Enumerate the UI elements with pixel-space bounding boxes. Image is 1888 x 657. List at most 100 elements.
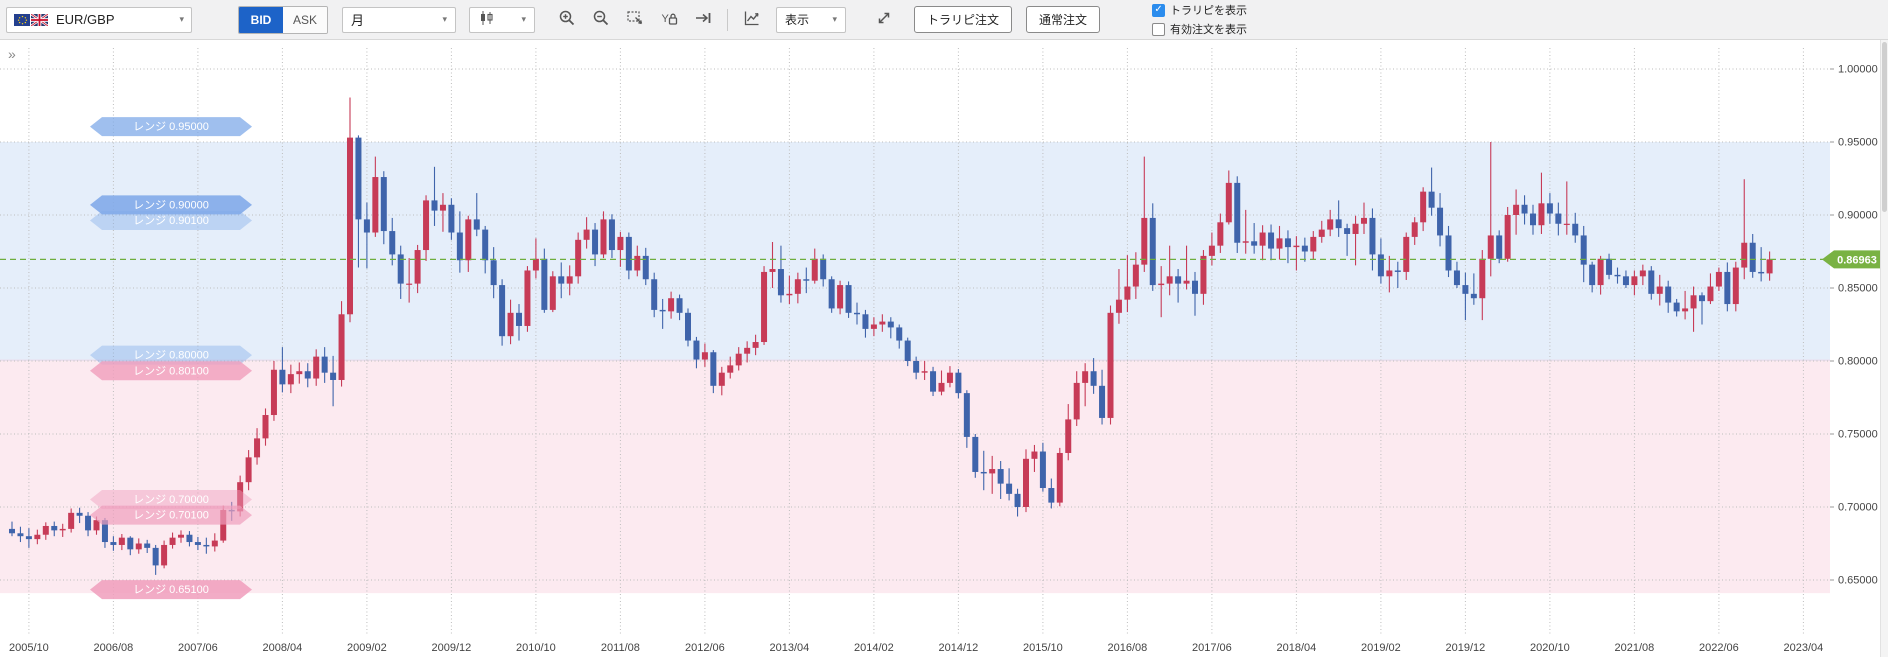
candle [118,537,125,545]
candle [566,276,573,284]
range-tag[interactable]: レンジ 0.70100 [90,505,252,525]
scrollbar-thumb[interactable] [1882,42,1887,212]
bid-ask-toggle: BID ASK [238,5,328,34]
range-tag-shape [90,505,252,525]
bid-button[interactable]: BID [239,6,283,33]
candles-layer [9,97,1773,575]
price-chart[interactable]: 1.00000 0.95000 0.90000 0.85000 0.80000 0.750… [0,40,1888,657]
range-tag[interactable]: レンジ 0.90100 [90,211,252,231]
zoom-in-icon [558,9,576,30]
candle [845,285,852,313]
y-axis-label: 0.65000 [1838,575,1878,587]
candle [1732,267,1739,305]
range-tag[interactable]: レンジ 0.70000 [90,490,252,510]
x-axis-label: 2018/04 [1277,642,1317,654]
candle [186,534,193,543]
candle [1073,382,1080,420]
display-menu[interactable]: 表示 ▾ [776,6,846,33]
show-toraripi-checkbox[interactable]: ✓ トラリピを表示 [1152,2,1247,18]
x-axis-label: 2016/08 [1108,642,1148,654]
candle [313,356,320,379]
candle [1361,217,1367,224]
candle [625,236,632,271]
candle [524,270,531,326]
ask-button[interactable]: ASK [283,6,327,33]
candle [237,482,244,512]
candle [34,534,41,540]
y-axis-lock-button[interactable]: Y [653,7,685,33]
candle [220,509,227,541]
candle [304,371,311,379]
currency-pair-selector[interactable]: EUR/GBP ▾ [6,6,192,33]
candle [854,312,860,315]
candle [989,469,996,474]
current-price-tag [1822,250,1880,269]
candle [1327,219,1334,230]
range-tag[interactable]: レンジ 0.90000 [90,195,252,215]
candle [1707,286,1714,302]
candle [431,200,438,211]
indicator-button[interactable] [736,7,768,33]
y-axis-label: 0.90000 [1838,210,1878,222]
candle [659,309,666,312]
chart-type-select[interactable]: ▾ [469,6,535,33]
candle [1606,258,1613,275]
range-tags: レンジ 0.95000 レンジ 0.90000 レンジ 0.90100 レンジ 0.8… [90,117,252,600]
chevron-down-icon: ▾ [832,14,837,24]
range-tag-shape [90,490,252,510]
range-tag-label: レンジ 0.90100 [133,215,209,227]
candle [1749,242,1756,272]
x-axis-label: 2011/08 [601,642,640,654]
candle [1124,286,1131,300]
checkbox-unchecked-icon [1152,22,1166,36]
candle [938,382,945,392]
show-active-orders-checkbox[interactable]: 有効注文を表示 [1152,21,1247,37]
eu-flag-icon [14,13,31,26]
candle [862,314,869,329]
candle [896,327,903,341]
range-tag[interactable]: レンジ 0.80000 [90,345,252,365]
normal-order-button[interactable]: 通常注文 [1026,6,1101,33]
candle [1251,241,1258,246]
x-axis-label: 2021/08 [1615,642,1655,654]
zoom-tools: Y [551,7,719,33]
range-zones [0,142,1830,594]
expand-panel-icon[interactable]: » [8,46,16,62]
zoom-out-button[interactable] [585,7,617,33]
candle [963,393,970,437]
candle [1682,308,1689,312]
candle [1023,458,1029,507]
range-tag[interactable]: レンジ 0.95000 [90,117,252,137]
timeframe-select[interactable]: 月 ▾ [342,6,456,33]
toraripi-order-button[interactable]: トラリピ注文 [914,6,1013,33]
vertical-grid [28,48,1804,636]
fullscreen-button[interactable] [868,7,900,33]
candle [1394,270,1401,272]
candle [1631,276,1638,286]
scroll-to-latest-button[interactable] [687,7,719,33]
candle [1031,451,1038,459]
candle [25,536,32,540]
candle [786,293,793,296]
y-axis-label: 0.75000 [1838,429,1878,441]
candle [1268,232,1275,249]
x-axis-label: 2009/12 [432,642,472,654]
candle [262,415,269,439]
x-axis-label: 2010/10 [516,642,556,654]
candle [1572,223,1579,236]
range-tag[interactable]: レンジ 0.65100 [90,580,252,600]
range-tag[interactable]: レンジ 0.80100 [90,361,252,381]
candle [955,372,962,394]
candle [296,371,303,375]
box-zoom-button[interactable] [619,7,651,33]
zoom-in-button[interactable] [551,7,583,33]
candle [1504,215,1511,259]
vertical-scrollbar[interactable] [1880,40,1888,657]
candle [1715,271,1722,287]
candle [380,177,387,232]
range-tag-label: レンジ 0.65100 [133,584,209,596]
candle [668,298,675,312]
candle [9,528,15,534]
x-axis-label: 2019/02 [1361,642,1401,654]
candle [1192,280,1198,294]
